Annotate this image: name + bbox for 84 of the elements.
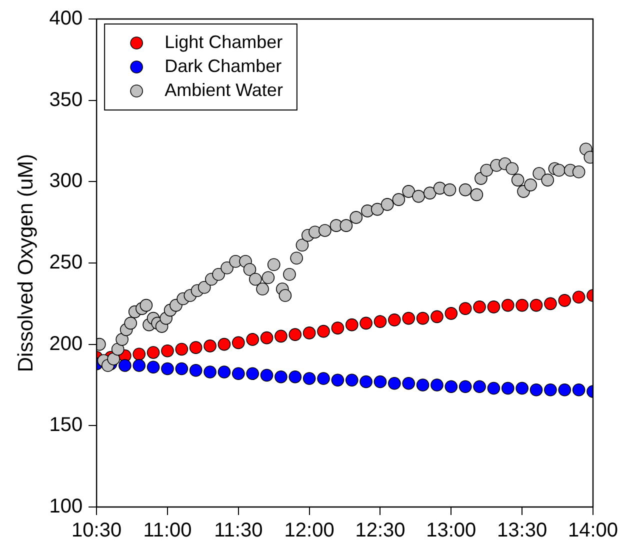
point: [458, 380, 472, 394]
point: [146, 360, 160, 374]
y-tick-label: 400: [49, 8, 83, 30]
point: [274, 330, 288, 343]
point: [204, 366, 216, 378]
point: [175, 362, 188, 376]
point: [218, 366, 231, 378]
point: [161, 344, 174, 358]
point: [374, 375, 387, 388]
x-tick-label: 12:00: [284, 520, 334, 542]
point: [132, 359, 146, 372]
point: [558, 294, 572, 307]
point: [416, 378, 430, 392]
point: [430, 310, 444, 324]
point: [331, 374, 344, 387]
point: [331, 322, 344, 334]
point: [473, 380, 486, 394]
point: [317, 324, 330, 338]
legend-label: Dark Chamber: [164, 56, 282, 76]
point: [487, 300, 500, 314]
point: [360, 316, 372, 330]
point: [175, 342, 188, 356]
legend-label: Light Chamber: [164, 32, 283, 52]
y-tick-label: 200: [49, 332, 83, 355]
point: [516, 382, 528, 395]
point: [444, 307, 458, 320]
point: [487, 382, 500, 395]
point: [345, 374, 358, 387]
point: [430, 378, 444, 392]
point: [402, 376, 416, 390]
point: [501, 382, 514, 395]
x-tick-label: 14:00: [568, 520, 618, 542]
point: [458, 302, 472, 315]
point: [473, 300, 486, 314]
x-tick-label: 10:30: [72, 520, 122, 542]
point: [544, 383, 557, 396]
x-tick-label: 11:00: [143, 520, 192, 542]
point: [232, 367, 245, 380]
point: [572, 290, 586, 304]
point: [288, 370, 302, 384]
point: [388, 314, 401, 326]
y-axis-title: Dissolved Oxygen (uM): [14, 154, 38, 372]
point: [260, 331, 274, 344]
point: [132, 348, 146, 360]
y-tick-label: 100: [49, 496, 83, 518]
point: [274, 370, 288, 384]
point: [146, 346, 160, 359]
point: [317, 372, 330, 385]
y-tick-label: 300: [49, 170, 83, 192]
point: [516, 298, 528, 312]
point: [530, 383, 543, 396]
point: [416, 312, 430, 325]
point: [302, 326, 316, 340]
point: [501, 298, 514, 312]
y-tick-label: 250: [49, 252, 83, 274]
point: [558, 383, 572, 396]
point: [530, 298, 543, 312]
point: [374, 315, 387, 328]
point: [402, 312, 416, 325]
y-tick-label: 350: [49, 88, 83, 111]
point: [288, 328, 302, 341]
x-tick-label: 13:30: [497, 520, 548, 542]
x-tick-label: 12:30: [355, 520, 406, 542]
x-tick-label: 11:30: [214, 520, 263, 542]
point: [232, 336, 245, 350]
point: [218, 338, 231, 351]
point: [572, 383, 586, 396]
point: [118, 359, 132, 372]
x-tick-label: 13:00: [426, 520, 476, 542]
point: [360, 375, 372, 388]
legend-label: Ambient Water: [164, 80, 283, 100]
point: [260, 368, 274, 382]
point: [302, 372, 316, 385]
y-tick-label: 150: [49, 414, 83, 436]
point: [189, 341, 202, 354]
point: [388, 376, 401, 390]
point: [345, 318, 358, 332]
point: [246, 333, 259, 346]
point: [189, 364, 202, 377]
point: [204, 340, 216, 352]
point: [544, 297, 557, 310]
point: [444, 380, 458, 394]
point: [246, 367, 259, 380]
point: [161, 362, 174, 376]
